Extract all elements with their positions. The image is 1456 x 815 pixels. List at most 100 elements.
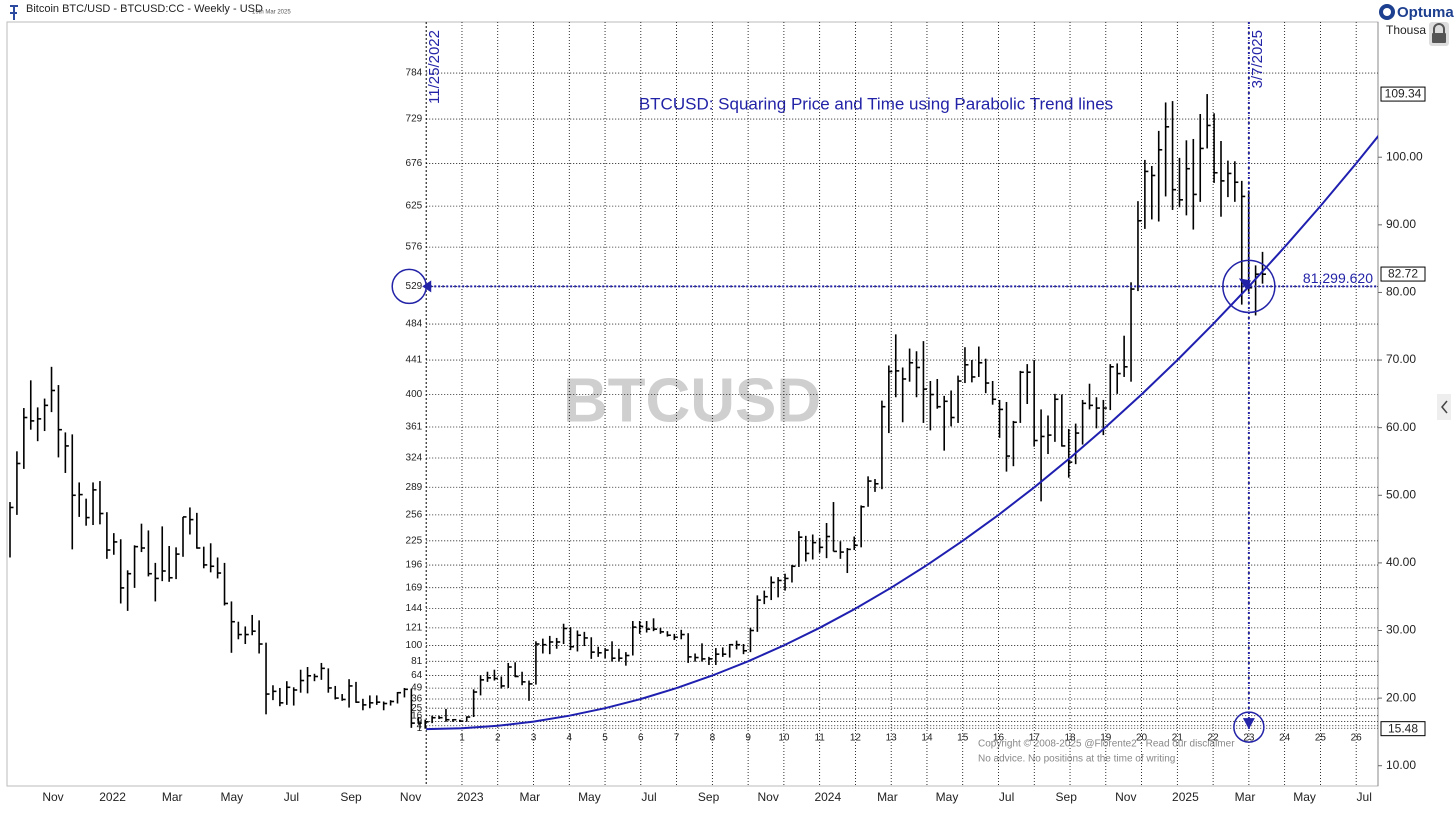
x-tick-label: Jul [641,790,656,804]
square-tick-label: 361 [406,422,423,433]
square-tick-label: 144 [406,603,423,614]
x-tick-label: Mar [877,790,898,804]
chart-title: BTCUSD: Squaring Price and Time using Pa… [639,94,1113,113]
advice-note: No advice. No positions at the time of w… [978,754,1175,765]
unit-tick-label: 11 [814,733,825,744]
y-tick-label: 50.00 [1386,487,1416,501]
square-tick-label: 729 [406,114,423,125]
square-tick-label: 441 [406,355,423,366]
brand-logo-inner [1383,8,1391,16]
date-stamp: 19th Mar 2025 [252,10,291,16]
x-tick-label: Sep [698,790,720,804]
instrument: Bitcoin BTC/USD - BTCUSD:CC - Weekly - U… [26,3,263,15]
square-tick-label: 484 [406,319,423,330]
header-icon [10,5,18,20]
unit-tick-label: 23 [1243,733,1255,744]
arrow-head [1238,278,1251,291]
brand: Optuma [1397,4,1454,21]
price-box-label: 15.48 [1388,721,1418,735]
square-tick-label: 36 [411,694,423,705]
price-box [1380,721,1426,737]
annotation-circle [1222,259,1276,314]
unit-tick-label: 21 [1172,733,1184,744]
x-tick-label: Mar [519,790,540,804]
unit-tick-label: 14 [921,733,933,744]
unit-tick-label: 15 [957,733,969,744]
y-tick-label: 80.00 [1386,285,1416,299]
square-tick-label: 64 [411,670,423,681]
square-tick-label: 100 [406,640,423,651]
y-tick-label: 30.00 [1386,623,1416,637]
unit-tick-label: 6 [638,733,644,744]
x-tick-label: Jul [1357,790,1372,804]
unit-tick-label: 4 [566,733,572,744]
square-tick-label: 121 [406,622,423,633]
unit-tick-label: 25 [1315,733,1327,744]
unit-tick-label: 10 [778,733,790,744]
square-tick-label: 625 [406,201,423,212]
x-tick-label: Nov [758,790,779,804]
x-tick-label: Sep [340,790,362,804]
unit-tick-label: 13 [886,733,898,744]
unit-tick-label: 24 [1279,733,1291,744]
unit-tick-label: 17 [1029,733,1041,744]
unit-tick-label: 22 [1208,733,1220,744]
lock-icon [1429,22,1449,46]
unit-tick-label: 19 [1100,733,1112,744]
square-tick-label: 9 [417,716,423,727]
x-tick-label: May [578,790,601,804]
square-tick-label: 576 [406,242,423,253]
price-box [1380,86,1426,102]
x-tick-label: Nov [42,790,63,804]
x-tick-label: Jul [999,790,1014,804]
x-tick-label: 2025 [1172,790,1199,804]
square-tick-label: 169 [406,582,423,593]
price-box-label: 109.34 [1385,87,1422,101]
y-tick-label: 10.00 [1386,758,1416,772]
unit-tick-label: 18 [1064,733,1076,744]
unit-tick-label: 26 [1351,733,1363,744]
annotation-circle [1233,711,1265,743]
unit-tick-label: 2 [495,733,501,744]
x-tick-label: Sep [1056,790,1078,804]
square-tick-label: 289 [406,482,423,493]
x-tick-label: May [936,790,959,804]
square-tick-label: 529 [406,281,423,292]
unit-tick-label: 12 [850,733,862,744]
square-tick-label: 400 [406,389,423,400]
square-tick-label: 225 [406,535,423,546]
x-tick-label: May [220,790,243,804]
collapse-button[interactable] [1437,394,1451,420]
square-tick-label: 16 [411,710,423,721]
square-tick-label: 4 [417,720,423,731]
watermark: BTCUSD [563,366,821,435]
square-tick-label: 25 [411,703,423,714]
x-tick-label: Mar [162,790,183,804]
y-tick-label: 100.00 [1386,149,1423,163]
unit-tick-label: 3 [531,733,537,744]
price-box-label: 82.72 [1388,267,1418,281]
square-tick-label: 81 [411,656,423,667]
price-box [1380,266,1426,282]
x-tick-label: Nov [1115,790,1136,804]
x-tick-label: May [1293,790,1316,804]
date-marker-label: 3/7/2025 [1249,30,1266,88]
square-tick-label: 324 [406,453,423,464]
level-label: 81,299.620 [1303,270,1373,286]
square-tick-label: 1 [417,723,423,734]
y-tick-label: 90.00 [1386,217,1416,231]
unit-tick-label: 9 [745,733,751,744]
square-tick-label: 784 [406,68,423,79]
x-tick-label: Nov [400,790,421,804]
unit-tick-label: 8 [710,733,716,744]
x-tick-label: 2023 [457,790,484,804]
x-tick-label: Mar [1235,790,1256,804]
unit-tick-label: 20 [1136,733,1148,744]
x-tick-label: 2022 [99,790,126,804]
square-tick-label: 196 [406,560,423,571]
unit-tick-label: 16 [993,733,1005,744]
date-marker-label: 11/25/2022 [426,30,443,104]
arrow-head [1242,718,1255,730]
